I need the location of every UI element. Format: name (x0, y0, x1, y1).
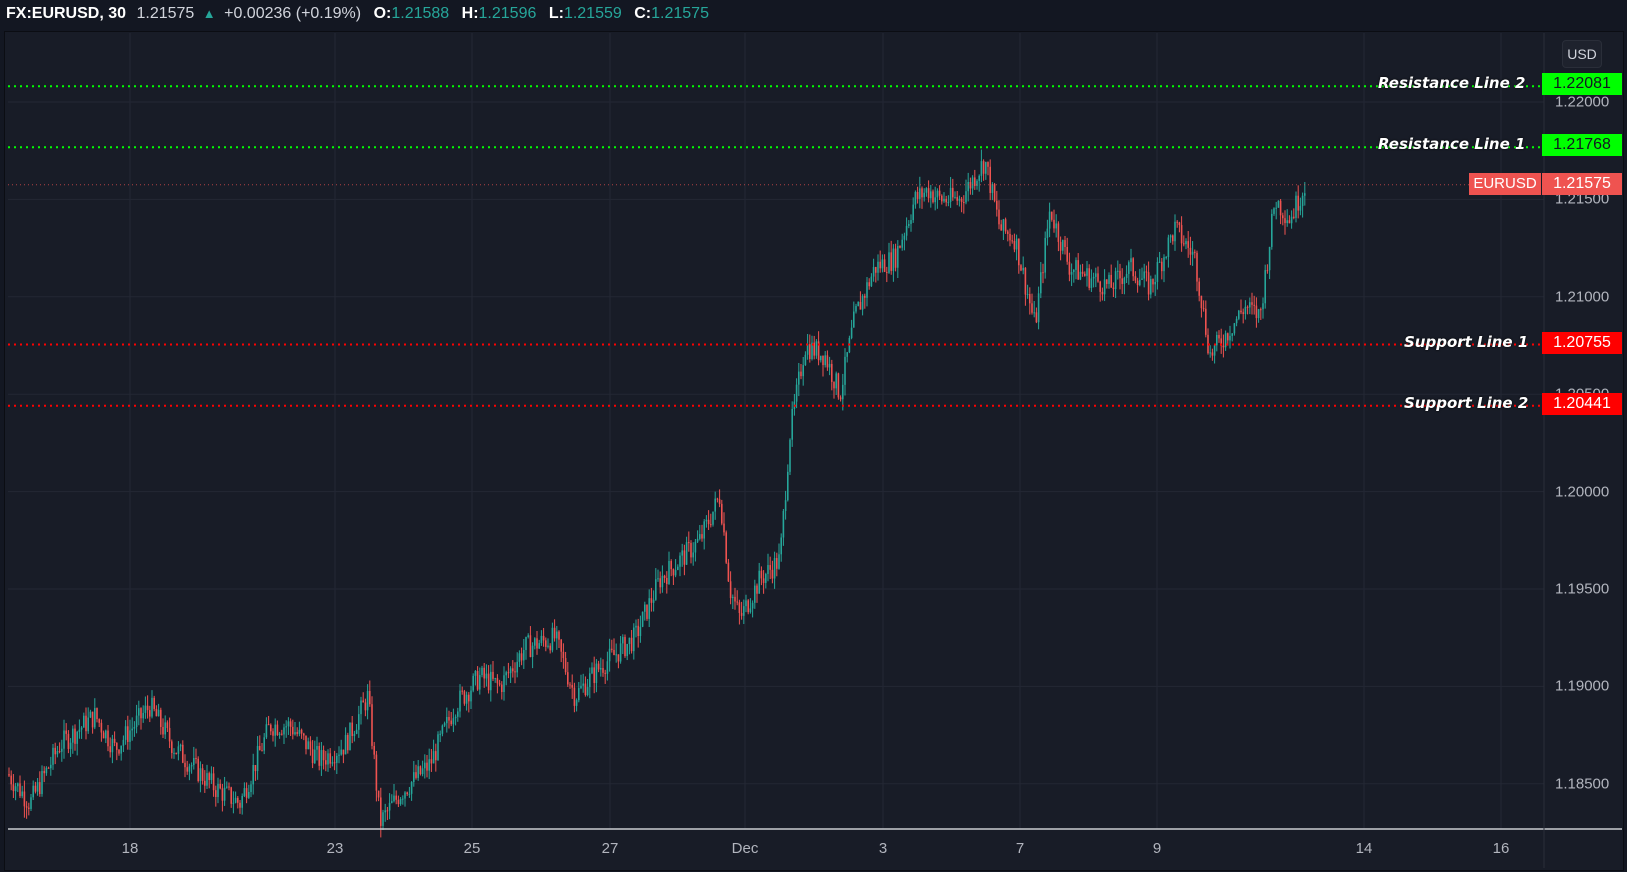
resistance-line-1-label[interactable]: Resistance Line 1 (1378, 135, 1526, 153)
resistance-2-price-tag: 1.22081 (1542, 73, 1622, 95)
resistance-line-2-label[interactable]: Resistance Line 2 (1378, 74, 1526, 92)
x-tick: 16 (1492, 840, 1510, 857)
last-price-tag: 1.21575 (1542, 173, 1622, 195)
x-tick: 14 (1355, 840, 1373, 857)
y-tick: 1.18500 (1555, 775, 1610, 793)
x-tick: 25 (463, 840, 481, 857)
close-value: 1.21575 (651, 5, 709, 22)
grid-lines (8, 33, 1544, 829)
open-value: 1.21588 (391, 5, 450, 22)
open-label: O: (373, 5, 392, 22)
support-1-price-tag: 1.20755 (1542, 332, 1622, 354)
low-value: 1.21559 (563, 5, 622, 22)
x-tick: 23 (326, 840, 344, 857)
x-tick: 7 (1015, 840, 1025, 857)
triangle-up-icon: ▲ (202, 6, 216, 21)
horizontal-lines (8, 85, 1541, 407)
x-tick: 3 (878, 840, 888, 857)
currency-button[interactable]: USD (1562, 40, 1602, 68)
high-value: 1.21596 (478, 5, 537, 22)
y-tick: 1.20000 (1555, 483, 1610, 501)
symbol-header: FX:EURUSD, 30 1.21575 ▲ +0.00236 (+0.19%… (0, 0, 1627, 28)
x-tick: 27 (601, 840, 619, 857)
low-label: L: (548, 5, 564, 22)
high-label: H: (461, 5, 479, 22)
support-line-1-label[interactable]: Support Line 1 (1404, 333, 1529, 351)
support-2-price-tag: 1.20441 (1542, 393, 1622, 415)
y-tick: 1.22000 (1555, 93, 1610, 111)
close-label: C: (634, 5, 652, 22)
x-tick: 18 (121, 840, 139, 857)
symbol-title[interactable]: FX:EURUSD, 30 (6, 5, 127, 22)
chart-frame (4, 31, 1624, 871)
y-tick: 1.21000 (1555, 288, 1610, 306)
y-tick: 1.19000 (1555, 677, 1610, 695)
last-symbol-tag: EURUSD (1469, 173, 1541, 195)
x-tick: Dec (731, 840, 759, 857)
x-tick: 9 (1152, 840, 1162, 857)
resistance-1-price-tag: 1.21768 (1542, 134, 1622, 156)
y-tick: 1.19500 (1555, 580, 1610, 598)
price-change: +0.00236 (+0.19%) (224, 5, 362, 22)
last-price: 1.21575 (136, 5, 195, 22)
support-line-2-label[interactable]: Support Line 2 (1404, 394, 1529, 412)
candles (8, 149, 1306, 838)
